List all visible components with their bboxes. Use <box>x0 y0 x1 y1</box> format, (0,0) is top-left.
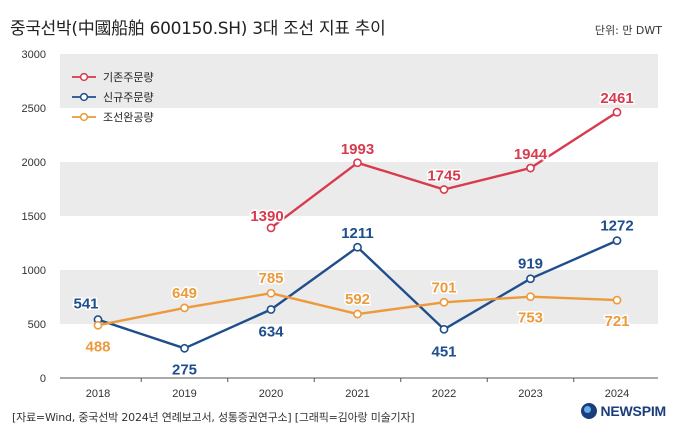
newspim-logo-icon <box>580 403 597 419</box>
data-label: 634 <box>258 324 284 341</box>
data-point <box>353 158 362 168</box>
data-point <box>353 242 362 252</box>
y-tick-label: 0 <box>40 373 46 385</box>
data-label: 1211 <box>341 225 374 242</box>
data-label: 541 <box>73 296 98 313</box>
data-label: 1272 <box>600 218 633 235</box>
data-label: 753 <box>518 310 543 327</box>
brand-name: NEWSPIM <box>600 403 667 419</box>
legend-label: 신규주문량 <box>103 91 154 104</box>
legend-swatch-marker <box>79 72 89 82</box>
data-label: 488 <box>85 338 110 355</box>
data-label: 649 <box>172 285 197 302</box>
brand-logo: NEWSPIM <box>580 403 667 419</box>
x-tick-label: 2021 <box>345 388 369 400</box>
data-point <box>526 274 535 284</box>
data-point <box>612 295 622 305</box>
data-point <box>612 236 622 246</box>
data-label: 1993 <box>341 141 374 158</box>
data-point <box>439 324 449 334</box>
data-label: 701 <box>431 279 456 296</box>
data-label: 451 <box>431 343 456 360</box>
data-point <box>439 297 449 307</box>
legend-swatch-marker <box>79 92 89 102</box>
data-label: 785 <box>258 270 283 287</box>
data-label: 275 <box>172 361 197 378</box>
x-tick-label: 2022 <box>432 388 456 400</box>
y-tick-label: 2000 <box>22 157 46 169</box>
unit-label: 단위: 만 DWT <box>594 24 662 37</box>
data-point <box>266 305 276 314</box>
x-tick-label: 2018 <box>86 388 110 400</box>
data-point <box>266 288 276 298</box>
y-tick-label: 1500 <box>22 211 46 223</box>
data-point <box>93 320 103 330</box>
x-tick-label: 2023 <box>518 388 542 400</box>
data-point <box>353 309 362 319</box>
data-point <box>439 185 449 194</box>
data-label: 721 <box>604 313 629 330</box>
y-tick-label: 1000 <box>22 265 46 277</box>
data-point <box>612 107 622 117</box>
data-point <box>180 343 189 353</box>
legend-swatch-marker <box>79 112 89 122</box>
data-label: 592 <box>345 291 370 308</box>
data-point <box>526 163 535 173</box>
data-point <box>526 292 535 302</box>
y-tick-label: 3000 <box>22 49 46 61</box>
x-tick-label: 2019 <box>172 388 196 400</box>
grid-band <box>60 54 658 108</box>
data-point <box>180 303 189 313</box>
y-tick-label: 2500 <box>22 103 46 115</box>
chart-title: 중국선박(中國船舶 600150.SH) 3대 조선 지표 추이 <box>10 19 386 39</box>
grid-band <box>60 162 658 216</box>
legend-label: 조선완공량 <box>103 111 154 124</box>
data-label: 1390 <box>250 208 283 225</box>
y-tick-label: 500 <box>28 319 46 331</box>
x-tick-label: 2024 <box>605 388 629 400</box>
legend-label: 기존주문량 <box>103 71 154 84</box>
data-point <box>266 223 276 233</box>
source-credit: [자료=Wind, 중국선박 2024년 연례보고서, 성통증권연구소] [그래… <box>12 411 415 424</box>
x-tick-label: 2020 <box>259 388 283 400</box>
data-label: 919 <box>518 256 543 273</box>
data-label: 1944 <box>514 146 548 163</box>
data-label: 2461 <box>600 90 633 107</box>
data-label: 1745 <box>427 168 460 185</box>
